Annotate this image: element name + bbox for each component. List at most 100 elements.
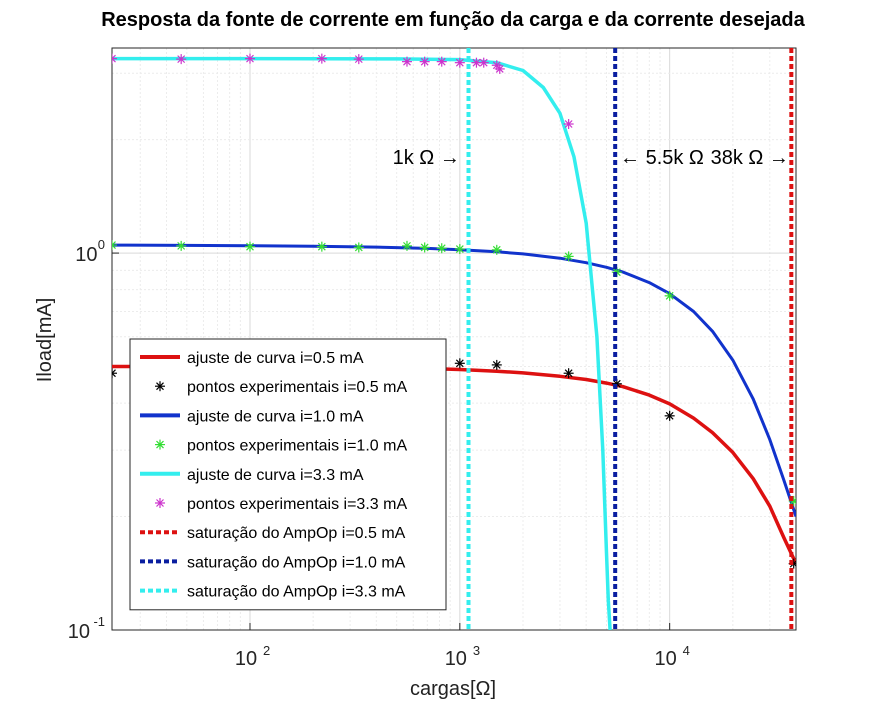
marker-stroke xyxy=(437,57,446,66)
marker-stroke xyxy=(455,58,464,67)
annotation-label: ← 5.5k Ω xyxy=(620,147,704,169)
marker-stroke xyxy=(317,54,326,63)
series-3-data-point xyxy=(244,241,255,252)
marker-stroke xyxy=(564,120,573,128)
legend-label: ajuste de curva i=1.0 mA xyxy=(187,408,364,425)
series-1-data-point xyxy=(563,368,574,379)
x-tick-label: 10 xyxy=(445,648,467,670)
legend-label: ajuste de curva i=3.3 mA xyxy=(187,467,364,484)
legend-label: pontos experimentais i=3.3 mA xyxy=(187,496,407,513)
series-1-data-point xyxy=(491,359,502,370)
marker-stroke xyxy=(455,359,464,368)
series-5-data-point xyxy=(478,57,489,68)
y-tick-label: 10 xyxy=(75,244,97,266)
series-5-data-point xyxy=(401,56,412,67)
marker-stroke xyxy=(420,243,429,252)
x-tick-label: 10 xyxy=(655,648,677,670)
legend-entry: saturação do AmpOp i=3.3 mA xyxy=(140,584,406,601)
series-5-data-point xyxy=(471,57,482,68)
chart-title: Resposta da fonte de corrente em função … xyxy=(101,9,805,31)
series-5-data-point xyxy=(112,53,117,64)
series-3-data-point xyxy=(353,242,364,253)
series-3-data-point xyxy=(563,251,574,262)
marker-stroke xyxy=(354,243,363,252)
legend-box xyxy=(129,338,447,611)
legend-entry: ajuste de curva i=1.0 mA xyxy=(140,408,364,425)
series-5-data-point xyxy=(494,63,505,74)
marker-stroke xyxy=(492,360,501,369)
marker-stroke xyxy=(564,252,573,261)
x-tick-exponent: 2 xyxy=(263,643,270,658)
x-tick-exponent: 4 xyxy=(683,643,690,658)
marker-stroke xyxy=(112,369,116,375)
series-3-data-point xyxy=(112,240,117,251)
annotation-label: 1k Ω → xyxy=(393,147,460,169)
marker-stroke xyxy=(564,369,573,378)
marker-stroke xyxy=(455,245,464,253)
series-3-data-point xyxy=(419,242,430,253)
legend-label: saturação do AmpOp i=0.5 mA xyxy=(187,525,406,542)
marker-stroke xyxy=(177,241,186,250)
data-layer xyxy=(112,48,796,630)
series-3-data-point xyxy=(176,240,187,251)
legend-label: pontos experimentais i=0.5 mA xyxy=(187,379,407,396)
marker-stroke xyxy=(495,65,504,73)
y-tick-exponent: -1 xyxy=(93,614,105,629)
marker-stroke xyxy=(479,58,488,67)
marker-stroke xyxy=(789,560,796,568)
legend-entry: saturação do AmpOp i=1.0 mA xyxy=(140,554,406,571)
series-3-data-point xyxy=(491,244,502,255)
y-axis-label: Iload[mA] xyxy=(34,298,56,382)
series-3-data-point xyxy=(454,244,465,255)
series-3-data-point xyxy=(436,243,447,254)
legend-entry: ajuste de curva i=3.3 mA xyxy=(140,467,364,484)
legend-label: saturação do AmpOp i=3.3 mA xyxy=(187,584,406,601)
legend-marker-swatch xyxy=(155,498,165,508)
series-5-data-point xyxy=(419,56,430,67)
series-3-data-point xyxy=(664,290,675,301)
marker-stroke xyxy=(156,499,164,507)
marker-stroke xyxy=(246,54,254,63)
series-5-data-point xyxy=(176,54,187,65)
x-tick-label: 10 xyxy=(235,648,257,670)
series-5-data-point xyxy=(454,57,465,68)
y-tick-exponent: 0 xyxy=(98,237,105,252)
marker-stroke xyxy=(177,55,186,64)
marker-stroke xyxy=(403,57,411,66)
series-3-data-point xyxy=(316,241,327,252)
legend-label: ajuste de curva i=0.5 mA xyxy=(187,350,364,367)
series-2-fit-line xyxy=(112,243,796,517)
marker-stroke xyxy=(789,497,796,505)
marker-stroke xyxy=(472,58,481,67)
legend-label: saturação do AmpOp i=1.0 mA xyxy=(187,554,406,571)
plot-frame xyxy=(111,47,797,631)
x-tick-exponent: 3 xyxy=(473,643,480,658)
marker-stroke xyxy=(112,241,116,246)
marker-stroke xyxy=(665,411,674,420)
marker-stroke xyxy=(156,382,164,391)
legend-entry: pontos experimentais i=3.3 mA xyxy=(155,496,407,513)
legend-label: pontos experimentais i=1.0 mA xyxy=(187,438,407,455)
marker-stroke xyxy=(112,54,116,60)
marker-stroke xyxy=(246,242,254,251)
legend-entry: pontos experimentais i=0.5 mA xyxy=(155,379,407,396)
marker-stroke xyxy=(112,372,116,378)
x-axis-label: cargas[Ω] xyxy=(410,678,496,700)
series-5-data-point xyxy=(316,53,327,64)
marker-stroke xyxy=(112,244,116,250)
marker-stroke xyxy=(317,242,326,251)
series-5-data-point xyxy=(353,54,364,65)
series-1-data-point xyxy=(454,358,465,369)
series-3-data-point xyxy=(401,240,412,251)
marker-stroke xyxy=(420,57,429,66)
marker-stroke xyxy=(437,244,446,253)
series-5-data-point xyxy=(436,56,447,67)
series-1-data-point xyxy=(664,410,675,421)
marker-stroke xyxy=(112,57,116,63)
marker-stroke xyxy=(492,245,501,254)
series-1-data-point xyxy=(112,368,117,379)
series-4-fit-line xyxy=(112,56,612,630)
series-5-data-point xyxy=(244,53,255,64)
marker-stroke xyxy=(665,291,674,300)
marker-stroke xyxy=(403,241,411,250)
